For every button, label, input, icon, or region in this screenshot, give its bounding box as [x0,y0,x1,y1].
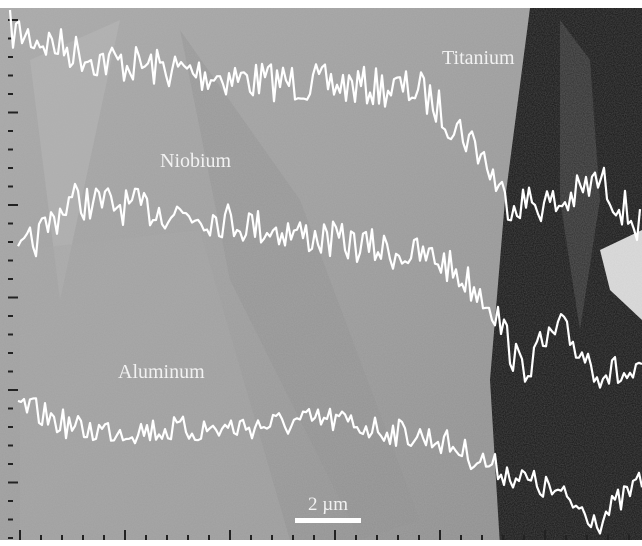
border [0,0,642,8]
label-aluminum: Aluminum [118,361,205,383]
scale-bar-label: 2 µm [308,494,348,515]
micrograph: Titanium Niobium Aluminum 2 µm [0,0,642,546]
texture [0,0,642,546]
border [0,540,642,546]
scale-bar [295,518,361,523]
label-niobium: Niobium [160,150,232,172]
label-titanium: Titanium [442,47,515,69]
